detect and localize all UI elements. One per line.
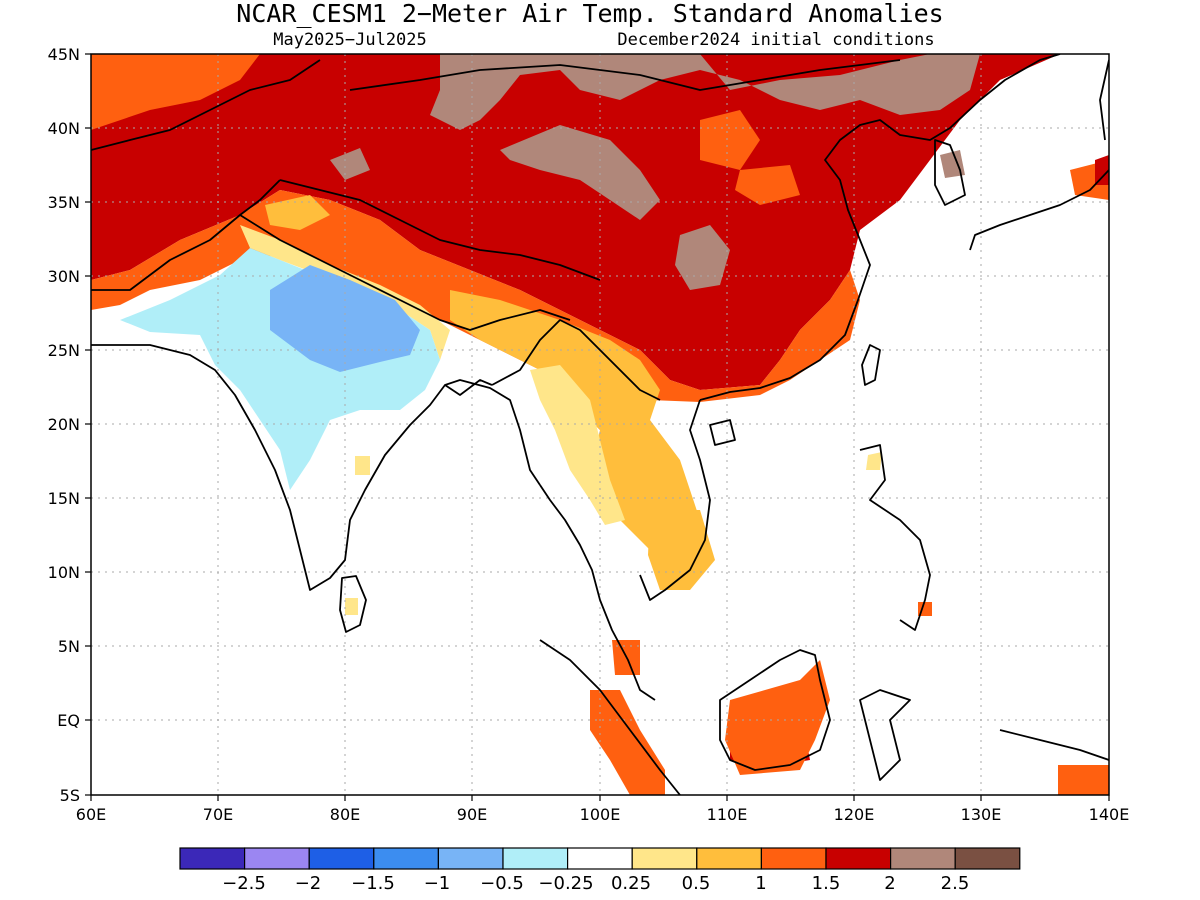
legend-label: 2 (884, 873, 895, 894)
lon-label: 70E (203, 805, 233, 824)
hainan (709, 419, 736, 446)
legend-swatch (631, 847, 698, 870)
mongolia-border (349, 59, 901, 91)
legend-label: −1.5 (351, 873, 395, 894)
central-asia-border (91, 59, 321, 151)
lon-label: 140E (1089, 805, 1130, 824)
lat-label: 25N (48, 341, 80, 360)
legend-label: 0.5 (682, 873, 711, 894)
taiwan (861, 344, 881, 386)
lat-label: 10N (48, 563, 80, 582)
legend-label: −2.5 (222, 873, 266, 894)
korea (934, 139, 966, 206)
legend-swatch (244, 847, 310, 870)
legend-label: 1 (755, 873, 766, 894)
lat-label: 40N (48, 119, 80, 138)
philippines (859, 444, 931, 631)
lat-label: 30N (48, 267, 80, 286)
sumatra (539, 639, 681, 795)
lat-label: 35N (48, 193, 80, 212)
indochina-coastline (539, 484, 656, 701)
legend-label: 0.25 (611, 873, 651, 894)
lat-label: 45N (48, 45, 80, 64)
anomaly-field (91, 54, 1109, 795)
legend-swatch (889, 847, 956, 870)
legend-swatch (566, 847, 633, 870)
sri-lanka (339, 575, 367, 633)
lon-label: 110E (707, 805, 748, 824)
india-coastline (91, 344, 541, 591)
lat-label: 5N (58, 637, 80, 656)
legend-swatch (502, 847, 569, 870)
lon-axis-labels: 60E 70E 80E 90E 100E 110E 120E 130E 140E (76, 805, 1130, 824)
legend-swatch (696, 847, 762, 870)
myanmar-border (491, 319, 661, 401)
lat-axis-labels: 45N 40N 35N 30N 25N 20N 15N 10N 5N EQ 5S (48, 45, 80, 805)
china-coastline (699, 54, 1061, 401)
lon-label: 60E (76, 805, 106, 824)
legend-swatch (954, 847, 1021, 870)
lat-label: 20N (48, 415, 80, 434)
borneo (719, 649, 831, 771)
legend-label: 1.5 (812, 873, 841, 894)
tick-marks (85, 53, 1110, 801)
lon-label: 80E (330, 805, 360, 824)
tibet-border (279, 179, 601, 281)
figure-title: NCAR_CESM1 2−Meter Air Temp. Standard An… (236, 0, 943, 28)
bay-of-bengal-border (444, 379, 493, 396)
legend-tick-labels: −2.5 −2 −1.5 −1 −0.5 −0.25 0.25 0.5 1 1.… (222, 873, 969, 894)
lon-label: 130E (961, 805, 1002, 824)
legend-swatch (308, 847, 375, 870)
legend-label: −2 (295, 873, 322, 894)
legend-swatch (373, 847, 439, 870)
lat-label: EQ (57, 711, 80, 730)
lat-label: 5S (60, 786, 80, 805)
legend-label: −0.5 (480, 873, 524, 894)
lon-label: 120E (834, 805, 875, 824)
sulawesi (859, 689, 911, 781)
pakistan-border (91, 179, 281, 291)
color-legend (179, 847, 1021, 870)
new-guinea (999, 729, 1109, 761)
legend-label: −1 (424, 873, 451, 894)
himalaya-border (239, 214, 571, 331)
legend-swatch (179, 847, 246, 870)
legend-label: 2.5 (941, 873, 970, 894)
anomaly-region-brown (430, 54, 980, 130)
legend-swatch (825, 847, 892, 870)
anomaly-region-dark-red (91, 54, 1060, 390)
indochina-east-coast (639, 399, 711, 601)
legend-swatch (760, 847, 827, 870)
period-label: May2025−Jul2025 (273, 30, 427, 50)
lon-label: 90E (457, 805, 487, 824)
japan (969, 169, 1109, 251)
graticule (91, 54, 1109, 795)
lat-label: 15N (48, 489, 80, 508)
legend-swatch (437, 847, 504, 870)
coastlines (91, 54, 1109, 795)
japan-north (1099, 59, 1109, 141)
init-label: December2024 initial conditions (617, 30, 934, 50)
anomaly-region-light-orange (450, 290, 700, 590)
lon-label: 100E (580, 805, 621, 824)
anomaly-region-blue (270, 265, 420, 372)
legend-label: −0.25 (538, 873, 593, 894)
